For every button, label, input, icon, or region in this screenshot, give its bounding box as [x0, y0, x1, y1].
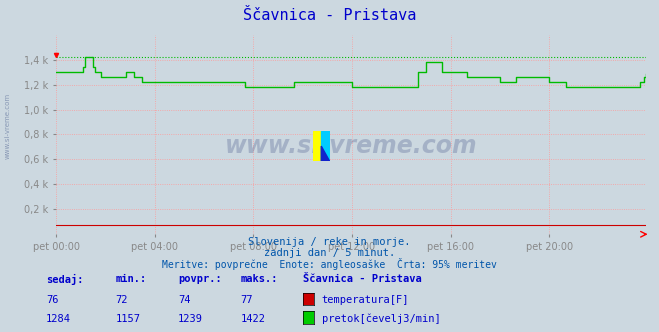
Text: pretok[čevelj3/min]: pretok[čevelj3/min] — [322, 314, 440, 324]
Text: 72: 72 — [115, 295, 128, 305]
Text: 1422: 1422 — [241, 314, 266, 324]
Text: min.:: min.: — [115, 274, 146, 284]
Text: sedaj:: sedaj: — [46, 274, 84, 285]
Polygon shape — [322, 131, 330, 161]
Text: 74: 74 — [178, 295, 190, 305]
Text: Ščavnica - Pristava: Ščavnica - Pristava — [243, 8, 416, 23]
Text: www.si-vreme.com: www.si-vreme.com — [5, 93, 11, 159]
Text: 76: 76 — [46, 295, 59, 305]
Polygon shape — [313, 131, 322, 161]
Text: 1239: 1239 — [178, 314, 203, 324]
Polygon shape — [322, 146, 330, 161]
Text: www.si-vreme.com: www.si-vreme.com — [225, 134, 477, 158]
Text: zadnji dan / 5 minut.: zadnji dan / 5 minut. — [264, 248, 395, 258]
Text: povpr.:: povpr.: — [178, 274, 221, 284]
Text: 1284: 1284 — [46, 314, 71, 324]
Text: 1157: 1157 — [115, 314, 140, 324]
Text: Ščavnica - Pristava: Ščavnica - Pristava — [303, 274, 422, 284]
Text: maks.:: maks.: — [241, 274, 278, 284]
Text: temperatura[F]: temperatura[F] — [322, 295, 409, 305]
Text: Meritve: povprečne  Enote: angleosaške  Črta: 95% meritev: Meritve: povprečne Enote: angleosaške Čr… — [162, 258, 497, 270]
Text: 77: 77 — [241, 295, 253, 305]
Text: Slovenija / reke in morje.: Slovenija / reke in morje. — [248, 237, 411, 247]
